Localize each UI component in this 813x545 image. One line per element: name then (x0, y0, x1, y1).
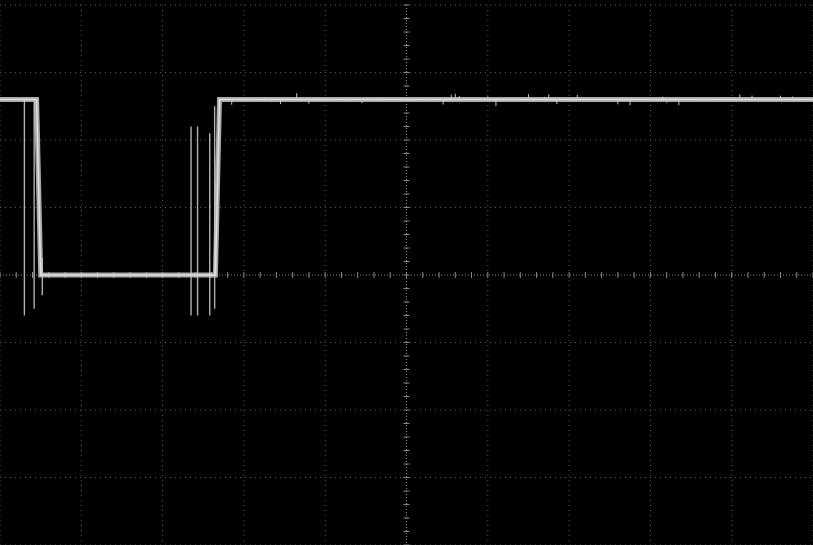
transient-spikes (23, 99, 216, 316)
waveform-trace (0, 93, 813, 278)
waveform-line-highlight (0, 98, 813, 276)
